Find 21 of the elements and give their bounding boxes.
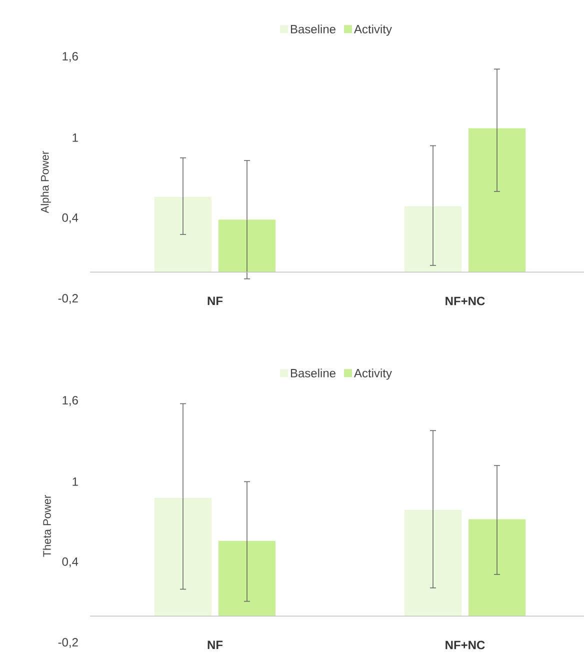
bar	[218, 220, 276, 272]
bar	[468, 128, 526, 272]
y-tick-label: 0,4	[62, 213, 78, 224]
y-tick-label: -0,2	[58, 294, 78, 304]
legend-label: Activity	[354, 368, 392, 380]
y-tick-label: 1	[72, 478, 78, 486]
x-tick-label: NF	[208, 296, 223, 306]
legend-label: Activity	[354, 24, 392, 36]
y-tick-label: 1,6	[62, 52, 78, 62]
x-tick-label: NF+NC	[446, 640, 485, 650]
y-axis-title: Theta Power	[42, 495, 51, 557]
y-axis-title: Alpha Power	[40, 151, 51, 214]
legend-label: Baseline	[290, 368, 336, 378]
y-tick-label: 1	[72, 134, 78, 142]
y-tick-label: -0,2	[58, 638, 78, 648]
x-tick-label: NF	[208, 640, 223, 650]
legend-label: Baseline	[290, 24, 336, 34]
x-tick-label: NF+NC	[446, 296, 485, 306]
bar	[154, 196, 212, 272]
y-tick-label: 1,6	[62, 396, 78, 406]
y-tick-label: 0,4	[62, 557, 78, 568]
